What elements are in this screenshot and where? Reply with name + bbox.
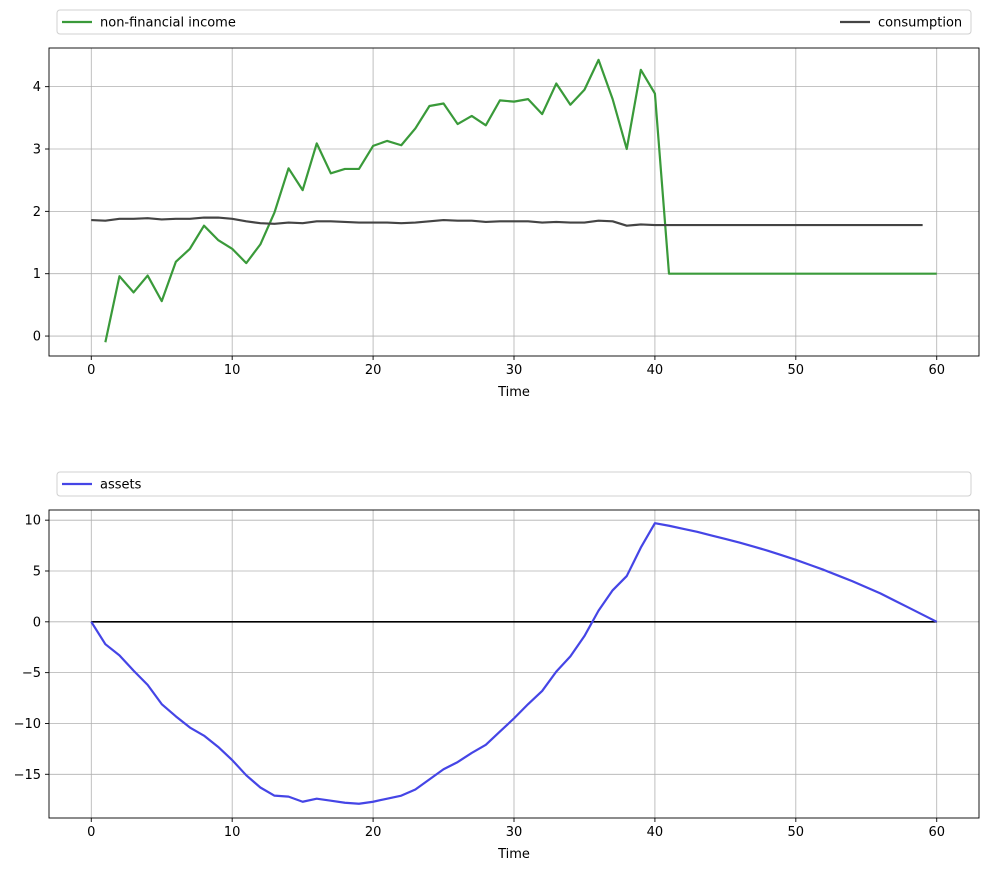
y-tick-label: 2 [33, 205, 41, 220]
x-axis: 0 10 20 30 40 50 60 Time [87, 818, 945, 862]
y-tick-label: 1 [33, 267, 41, 282]
x-tick-label: 20 [365, 363, 382, 378]
x-tick-label: 40 [647, 825, 664, 840]
legend: non-financial income consumption [56, 9, 972, 35]
series-line-0 [90, 522, 938, 805]
chart-income-consumption: 0 10 20 30 40 50 60 Time 0 1 2 3 4 non-financial inco… [33, 9, 980, 400]
series-line-0 [104, 58, 937, 343]
x-tick-label: 60 [928, 363, 945, 378]
y-axis: 10 5 0 −5 −10 −15 [14, 514, 49, 783]
y-axis: 0 1 2 3 4 [33, 80, 49, 345]
x-tick-label: 20 [365, 825, 382, 840]
x-tick-label: 10 [224, 363, 241, 378]
series-line-1 [91, 216, 923, 227]
legend-box [56, 471, 972, 497]
x-tick-label: 30 [506, 825, 523, 840]
legend-label-1: consumption [878, 16, 962, 31]
x-tick-label: 10 [224, 825, 241, 840]
x-tick-label: 30 [506, 363, 523, 378]
y-tick-label: 0 [33, 330, 41, 345]
x-tick-label: 60 [928, 825, 945, 840]
x-tick-label: 40 [647, 363, 664, 378]
y-tick-label: 10 [24, 514, 41, 529]
legend-label-0: non-financial income [100, 16, 236, 31]
x-tick-label: 50 [788, 363, 805, 378]
x-axis-label: Time [497, 385, 530, 400]
y-tick-label: 5 [33, 564, 41, 579]
legend-label-0: assets [100, 478, 142, 493]
y-tick-label: −5 [22, 666, 41, 681]
y-tick-label: −15 [14, 768, 41, 783]
x-axis-label: Time [497, 847, 530, 862]
legend: assets [56, 471, 972, 497]
legend-box [56, 9, 972, 35]
y-tick-label: −10 [14, 717, 41, 732]
y-tick-label: 0 [33, 615, 41, 630]
x-tick-label: 0 [87, 363, 95, 378]
y-tick-label: 4 [33, 80, 41, 95]
x-tick-label: 50 [788, 825, 805, 840]
y-tick-label: 3 [33, 143, 41, 158]
x-axis: 0 10 20 30 40 50 60 Time [87, 356, 945, 400]
x-tick-label: 0 [87, 825, 95, 840]
